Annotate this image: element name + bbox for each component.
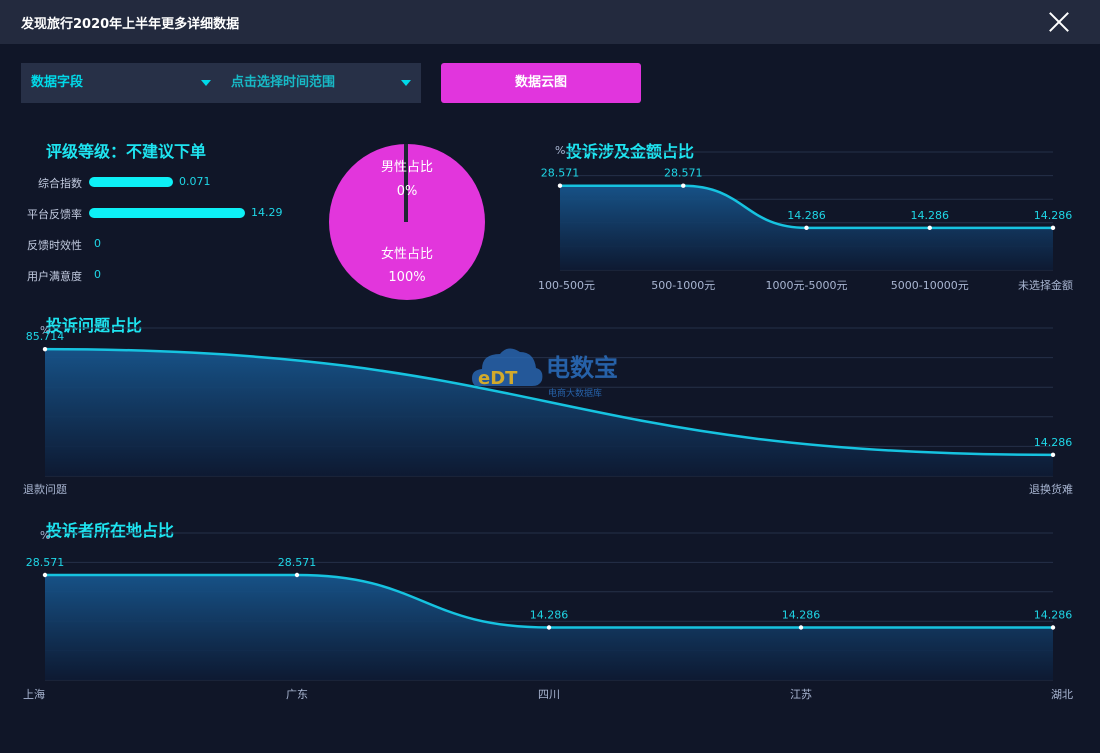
watermark-subtitle: 电商大数据库	[548, 387, 602, 399]
time-range-dropdown[interactable]: 点击选择时间范围	[231, 63, 421, 103]
metric-bar	[89, 208, 245, 218]
metric-value: 14.29	[251, 206, 283, 219]
metric-bar	[89, 177, 173, 187]
data-label: 14.286	[1034, 608, 1073, 621]
metric-label: 反馈时效性	[27, 239, 82, 252]
data-label: 85.714	[26, 330, 65, 343]
time-range-label: 点击选择时间范围	[231, 75, 336, 90]
data-label: 14.286	[1034, 436, 1073, 449]
metric-value: 0.071	[179, 175, 211, 188]
category-label: 四川	[538, 688, 560, 701]
data-label: 14.286	[530, 608, 569, 621]
category-label: 上海	[23, 687, 45, 701]
category-label: 未选择金额	[1018, 278, 1073, 292]
data-point	[42, 572, 48, 578]
data-label: 28.571	[541, 167, 580, 180]
axis-unit: %	[555, 144, 565, 157]
data-label: 14.286	[1034, 209, 1073, 222]
data-point	[798, 625, 804, 630]
issue-chart-title: 投诉问题占比	[46, 316, 143, 335]
male-value: 0%	[396, 184, 418, 199]
field-dropdown-label: 数据字段	[31, 75, 84, 90]
category-label: 1000元-5000元	[766, 279, 848, 292]
data-point	[42, 346, 48, 352]
data-point	[557, 183, 563, 188]
chevron-down-icon	[201, 80, 211, 86]
category-label: 退款问题	[23, 482, 67, 496]
watermark-logo: eDT 电数宝 电商大数据库	[470, 340, 640, 404]
metric-value: 0	[94, 268, 101, 281]
category-label: 5000-10000元	[891, 279, 969, 292]
female-label: 女性占比	[380, 247, 433, 262]
filter-bar: 数据字段 点击选择时间范围	[21, 63, 421, 103]
data-label: 28.571	[664, 167, 703, 180]
data-point	[804, 225, 809, 231]
title-bar: 发现旅行2020年上半年更多详细数据	[0, 0, 1100, 44]
region-chart-title: 投诉者所在地占比	[46, 521, 175, 540]
category-label: 500-1000元	[651, 279, 715, 292]
cloud-icon: eDT 电数宝 电商大数据库	[472, 348, 618, 399]
male-label: 男性占比	[380, 160, 433, 175]
metric-label: 用户满意度	[27, 270, 82, 283]
field-dropdown[interactable]: 数据字段	[31, 63, 221, 103]
data-point	[546, 625, 552, 630]
data-point	[1050, 225, 1056, 231]
metric-label: 平台反馈率	[27, 208, 82, 221]
rating-title: 评级等级：不建议下单	[46, 142, 207, 161]
category-label: 退换货难	[1029, 482, 1073, 496]
data-cloud-button[interactable]: 数据云图	[441, 63, 641, 103]
category-label: 广东	[286, 688, 308, 701]
watermark-mark: eDT	[478, 368, 518, 389]
chevron-down-icon	[401, 80, 411, 86]
metric-value: 0	[94, 237, 101, 250]
series-line	[44, 347, 1054, 457]
data-point	[681, 183, 686, 188]
female-value: 100%	[388, 270, 426, 285]
category-label: 湖北	[1051, 688, 1073, 701]
data-label: 14.286	[782, 608, 821, 621]
data-label: 28.571	[26, 556, 65, 569]
watermark-name: 电数宝	[546, 354, 618, 382]
metric-label: 综合指数	[38, 177, 82, 190]
data-point	[294, 572, 300, 578]
data-point	[1050, 625, 1056, 630]
pie-male-slice	[404, 144, 408, 222]
data-label: 14.286	[787, 209, 826, 222]
category-label: 100-500元	[538, 279, 595, 292]
axis-unit: %	[40, 529, 50, 542]
category-label: 江苏	[790, 688, 812, 701]
window-title: 发现旅行2020年上半年更多详细数据	[21, 17, 240, 32]
data-label: 28.571	[278, 556, 317, 569]
data-point	[927, 225, 932, 231]
data-point	[1050, 452, 1056, 458]
data-label: 14.286	[911, 209, 950, 222]
axis-unit: %	[40, 324, 50, 337]
